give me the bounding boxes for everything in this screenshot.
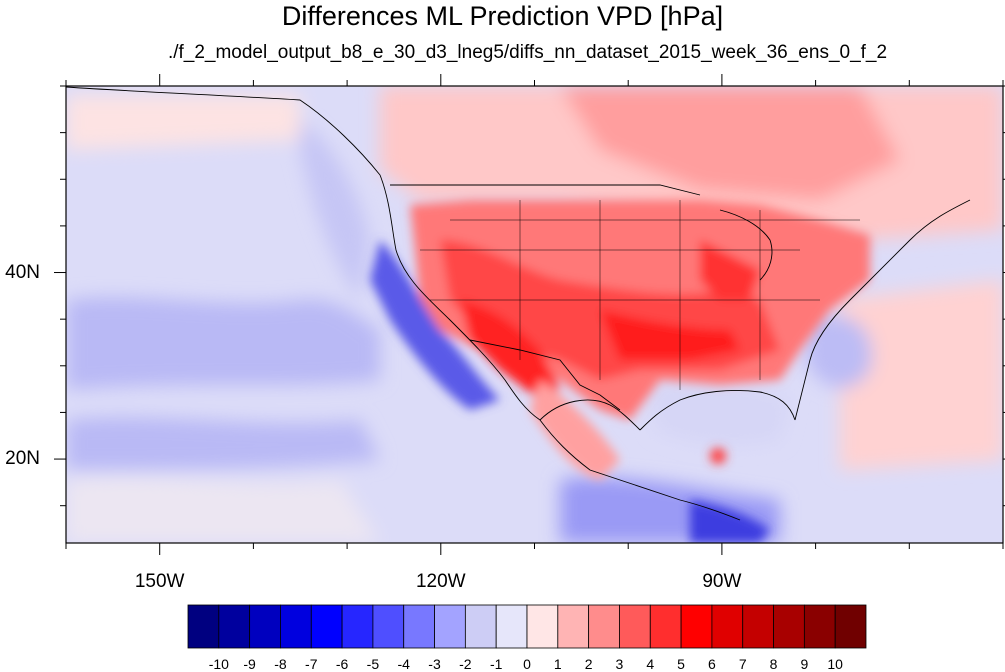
colorbar-box	[187, 604, 220, 649]
colorbar-box	[249, 604, 281, 649]
colorbar-box	[742, 604, 774, 649]
state-grid-approx	[420, 200, 860, 390]
field-mexico	[530, 380, 620, 480]
field-midwest-strong	[700, 240, 760, 300]
colorbar-box	[649, 604, 682, 649]
colorbar-label: 9	[800, 656, 809, 672]
vpd-difference-field	[66, 86, 1003, 543]
colorbar-label: -3	[428, 656, 441, 672]
field-pacific-deep-blue	[690, 500, 770, 543]
field-gulf	[650, 383, 790, 446]
x-tick-label: 150W	[134, 571, 185, 592]
colorbar	[187, 604, 867, 649]
colorbar-label: -1	[489, 656, 503, 672]
gulf-north-coast	[639, 390, 796, 431]
field-south-pacific	[66, 477, 380, 543]
pacific-coast	[66, 86, 741, 521]
colorbar-label: 3	[615, 656, 624, 672]
great-lakes	[719, 209, 773, 281]
map-title: Differences ML Prediction VPD [hPa]	[281, 1, 724, 31]
colorbar-label: -4	[397, 656, 410, 672]
axis-ticks	[54, 74, 1005, 555]
colorbar-box	[526, 604, 559, 649]
colorbar-label: 0	[523, 656, 531, 672]
colorbar-label: 5	[677, 656, 685, 672]
colorbar-label: 2	[584, 656, 593, 672]
map-subtitle: ./f_2_model_output_b8_e_30_d3_lneg5/diff…	[167, 42, 888, 63]
colorbar-label: 7	[738, 656, 747, 672]
field-atlantic	[840, 280, 1003, 470]
field-pacific-band-2	[66, 417, 380, 470]
field-pacific-band-3	[300, 120, 370, 300]
x-tick-label: 120W	[415, 571, 466, 592]
field-alaska-pink	[66, 95, 300, 150]
colorbar-label: -2	[459, 656, 472, 672]
colorbar-box	[588, 604, 620, 649]
colorbar-label: 8	[769, 656, 778, 672]
canada-border	[390, 184, 701, 196]
field-california-coast-blue	[370, 240, 500, 410]
field-canada-core	[560, 86, 900, 200]
colorbar-label: 1	[553, 656, 562, 672]
gulf-west-coast	[539, 399, 641, 431]
colorbar-box	[773, 604, 805, 649]
colorbar-box	[341, 604, 374, 649]
colorbar-box	[434, 604, 466, 649]
colorbar-box	[464, 604, 497, 649]
atlantic-coast	[794, 199, 971, 421]
colorbar-box	[372, 604, 405, 649]
colorbar-box	[218, 604, 251, 649]
field-pacific-band-1	[66, 297, 380, 390]
colorbar-box	[310, 604, 343, 649]
colorbar-box	[495, 604, 528, 649]
x-tick-label: 90W	[702, 571, 742, 592]
colorbar-box	[619, 604, 651, 649]
y-tick-label: 20N	[5, 448, 40, 470]
colorbar-label: -8	[274, 656, 287, 672]
colorbar-label: 6	[708, 656, 716, 672]
colorbar-box	[680, 604, 713, 649]
mexico-border	[469, 339, 621, 411]
state-borders	[420, 200, 860, 390]
colorbar-box	[280, 604, 312, 649]
field-caribbean-spot	[710, 448, 726, 464]
y-tick-label: 40N	[5, 261, 40, 283]
colorbar-box	[403, 604, 435, 649]
colorbar-label: 10	[827, 656, 843, 672]
colorbar-label: -5	[366, 656, 380, 672]
colorbar-box	[557, 604, 590, 649]
colorbar-label: -9	[243, 656, 256, 672]
field-southwest-strong	[460, 300, 560, 400]
colorbar-box	[834, 604, 867, 649]
colorbar-label: -7	[305, 656, 318, 672]
colorbar-label: -6	[335, 656, 349, 672]
colorbar-box	[711, 604, 744, 649]
colorbar-label: 4	[646, 656, 655, 672]
coastlines	[66, 86, 971, 521]
colorbar-box	[803, 604, 836, 649]
colorbar-label: -10	[208, 656, 229, 672]
field-south-central-strong	[600, 310, 740, 360]
